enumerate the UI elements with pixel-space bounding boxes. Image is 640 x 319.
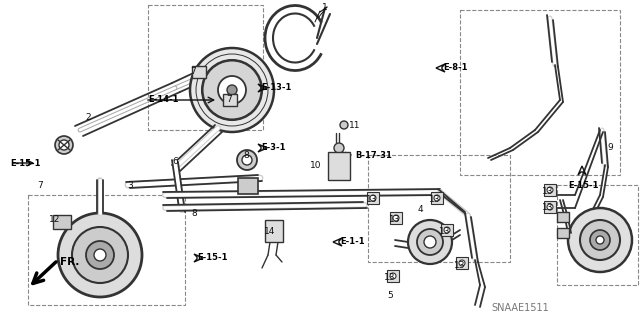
Text: E-3-1: E-3-1 — [261, 144, 285, 152]
Text: 7: 7 — [37, 181, 43, 189]
Circle shape — [393, 215, 399, 221]
Text: 12: 12 — [49, 216, 61, 225]
Bar — [328, 152, 350, 180]
Circle shape — [193, 66, 205, 78]
Circle shape — [390, 273, 396, 279]
Circle shape — [547, 204, 553, 210]
Text: E-15-1: E-15-1 — [197, 254, 227, 263]
Circle shape — [237, 150, 257, 170]
Bar — [368, 155, 510, 262]
Bar — [387, 270, 399, 282]
Bar — [431, 192, 443, 204]
Circle shape — [568, 208, 632, 272]
Bar — [238, 178, 258, 194]
Text: 13: 13 — [542, 204, 554, 212]
Text: 10: 10 — [310, 160, 322, 169]
Text: E-14-1: E-14-1 — [148, 95, 179, 105]
Text: FR.: FR. — [60, 257, 79, 267]
Text: 13: 13 — [366, 196, 378, 204]
Bar — [28, 195, 185, 305]
Circle shape — [227, 85, 237, 95]
Text: 1: 1 — [322, 3, 328, 11]
Bar — [460, 10, 620, 175]
Bar — [456, 257, 468, 269]
Text: 13: 13 — [454, 261, 466, 270]
Bar — [544, 201, 556, 213]
Circle shape — [547, 187, 553, 193]
Circle shape — [59, 140, 69, 150]
Bar — [544, 184, 556, 196]
Circle shape — [459, 260, 465, 266]
Text: 2: 2 — [85, 114, 91, 122]
Circle shape — [58, 213, 142, 297]
Circle shape — [86, 241, 114, 269]
Bar — [441, 224, 453, 236]
Circle shape — [218, 76, 246, 104]
Bar — [557, 228, 569, 238]
Text: 3: 3 — [127, 181, 133, 189]
Circle shape — [408, 220, 452, 264]
Circle shape — [434, 195, 440, 201]
Circle shape — [424, 236, 436, 248]
Circle shape — [444, 227, 450, 233]
Text: 11: 11 — [349, 121, 361, 130]
Text: 13: 13 — [439, 227, 451, 236]
Text: B-17-31: B-17-31 — [355, 151, 392, 160]
Bar — [192, 66, 206, 78]
Text: E-13-1: E-13-1 — [261, 84, 291, 93]
Bar — [53, 215, 71, 229]
Text: 5: 5 — [387, 291, 393, 300]
Text: 13: 13 — [429, 196, 441, 204]
Text: 4: 4 — [417, 205, 423, 214]
Text: 8: 8 — [243, 151, 249, 160]
Circle shape — [580, 220, 620, 260]
Text: 9: 9 — [607, 144, 613, 152]
Bar — [223, 94, 237, 106]
Bar — [390, 212, 402, 224]
Text: 13: 13 — [542, 188, 554, 197]
Bar — [148, 5, 263, 130]
Text: 13: 13 — [389, 216, 401, 225]
Circle shape — [55, 136, 73, 154]
Circle shape — [417, 229, 443, 255]
Text: 14: 14 — [264, 227, 276, 236]
Text: E-1-1: E-1-1 — [340, 238, 365, 247]
Text: 6: 6 — [172, 158, 178, 167]
Text: 7: 7 — [226, 95, 232, 105]
Bar — [557, 185, 638, 285]
Circle shape — [590, 230, 610, 250]
Circle shape — [334, 143, 344, 153]
Bar — [557, 212, 569, 222]
Circle shape — [370, 195, 376, 201]
Text: 7: 7 — [190, 68, 196, 77]
Text: E-8-1: E-8-1 — [443, 63, 467, 72]
Circle shape — [242, 155, 252, 165]
Circle shape — [596, 236, 604, 244]
Circle shape — [340, 121, 348, 129]
Text: SNAAE1511: SNAAE1511 — [491, 303, 549, 313]
Circle shape — [190, 48, 274, 132]
Text: E-15-1: E-15-1 — [568, 181, 598, 189]
Bar — [367, 192, 379, 204]
Circle shape — [72, 227, 128, 283]
Text: 8: 8 — [191, 209, 197, 218]
Text: 13: 13 — [384, 273, 396, 283]
Text: E-15-1: E-15-1 — [10, 159, 40, 167]
Circle shape — [94, 249, 106, 261]
Bar — [265, 220, 283, 242]
Circle shape — [202, 60, 262, 120]
